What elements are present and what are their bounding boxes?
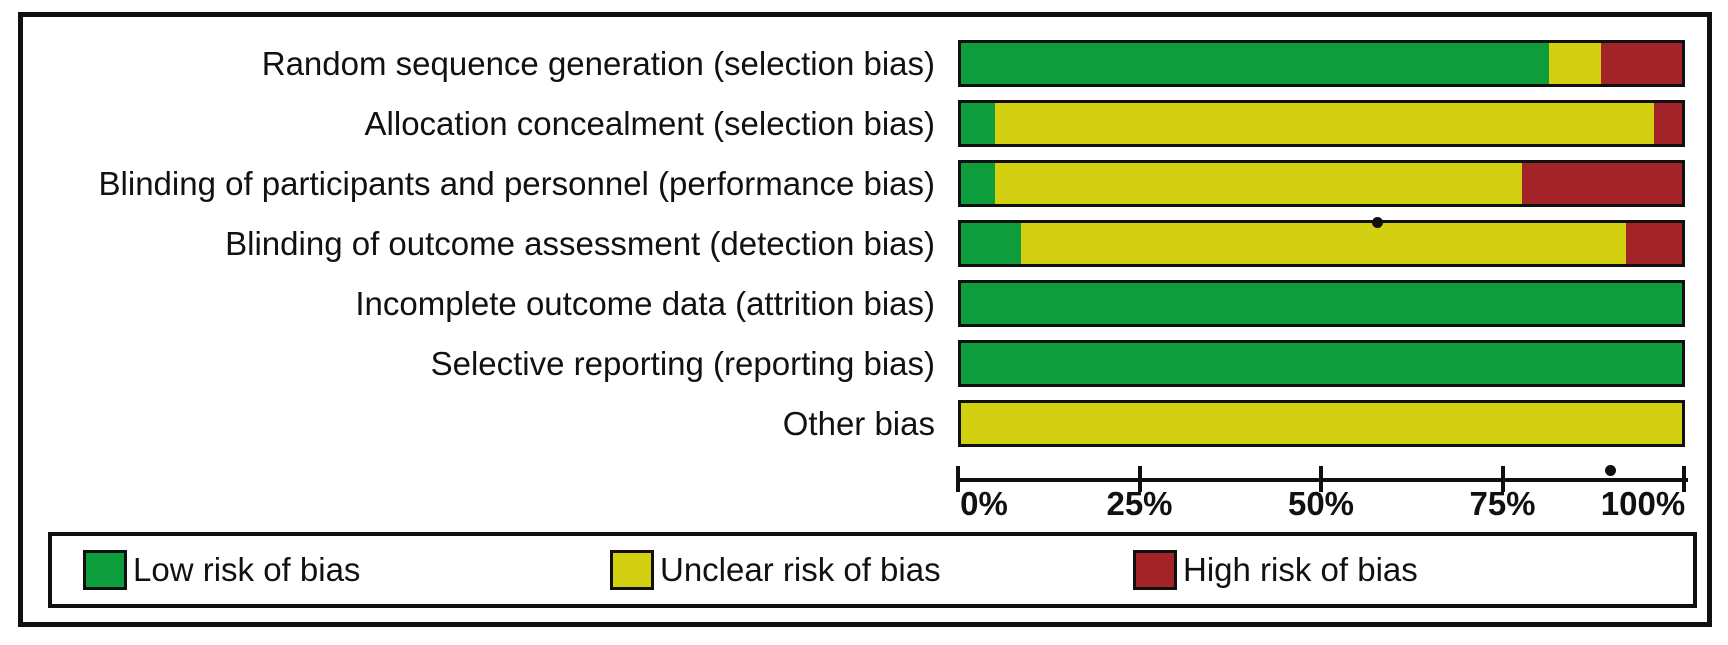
- legend-label: Unclear risk of bias: [660, 551, 941, 588]
- axis-tick: [1500, 466, 1505, 492]
- bar-segment-high: [1625, 223, 1682, 264]
- ink-speck-dot: [1372, 217, 1383, 228]
- legend-swatch: [83, 550, 127, 590]
- bar-segment-unclear: [1020, 223, 1626, 264]
- legend-label: Low risk of bias: [133, 551, 361, 588]
- legend-swatch: [1133, 550, 1177, 590]
- stacked-bar: [958, 340, 1685, 387]
- stacked-bar: [958, 280, 1685, 327]
- axis-tick: [1682, 466, 1686, 492]
- stacked-bar: [958, 160, 1685, 207]
- bar-segment-high: [1521, 163, 1682, 204]
- axis-tick-label: 25%: [1106, 485, 1173, 522]
- category-label: Allocation concealment (selection bias): [364, 105, 935, 142]
- category-label: Incomplete outcome data (attrition bias): [355, 285, 935, 322]
- category-label: Selective reporting (reporting bias): [430, 345, 935, 382]
- axis-tick: [956, 466, 960, 492]
- stacked-bar: [958, 40, 1685, 87]
- axis-tick: [1319, 466, 1323, 492]
- bar-segment-unclear: [994, 103, 1654, 144]
- bar-segment-low: [961, 343, 1682, 384]
- axis-tick-label: 100%: [1600, 485, 1686, 522]
- stacked-bar: [958, 100, 1685, 147]
- category-label: Other bias: [782, 405, 935, 442]
- legend-label: High risk of bias: [1183, 551, 1418, 588]
- bar-segment-high: [1653, 103, 1682, 144]
- bar-segment-low: [961, 223, 1021, 264]
- stacked-bar: [958, 400, 1685, 447]
- bar-segment-high: [1601, 43, 1682, 84]
- ink-speck-dot: [1605, 465, 1616, 476]
- axis-tick-label: 50%: [1287, 485, 1355, 522]
- bar-segment-low: [961, 283, 1682, 324]
- category-label: Blinding of outcome assessment (detectio…: [225, 225, 935, 262]
- category-label: Random sequence generation (selection bi…: [261, 45, 935, 82]
- category-label: Blinding of participants and personnel (…: [98, 165, 935, 202]
- bar-segment-unclear: [1548, 43, 1602, 84]
- axis-tick-label: 75%: [1469, 485, 1536, 522]
- stacked-bar: [958, 220, 1685, 267]
- bar-segment-unclear: [994, 163, 1522, 204]
- axis-tick-label: 0%: [960, 485, 1008, 522]
- axis-tick: [1137, 466, 1142, 492]
- bar-segment-low: [961, 103, 995, 144]
- bar-segment-low: [961, 43, 1549, 84]
- legend-box: Low risk of bias Unclear risk of bias High…: [48, 532, 1697, 608]
- bar-segment-unclear: [961, 403, 1682, 444]
- bar-segment-low: [961, 163, 995, 204]
- legend-swatch: [610, 550, 654, 590]
